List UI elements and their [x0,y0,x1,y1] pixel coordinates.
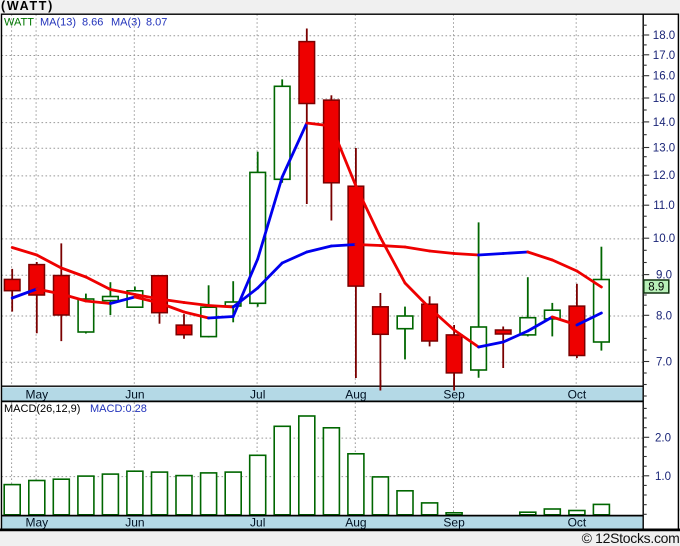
svg-text:Aug: Aug [345,515,366,529]
svg-text:Oct: Oct [568,388,587,402]
svg-text:Jun: Jun [125,388,144,402]
svg-text:13.0: 13.0 [653,143,675,155]
svg-text:May: May [25,515,48,529]
svg-text:2.0: 2.0 [655,432,671,444]
svg-text:14.0: 14.0 [653,117,675,129]
svg-text:11.0: 11.0 [653,200,675,212]
svg-text:Jul: Jul [250,388,265,402]
svg-text:Jun: Jun [125,515,144,529]
svg-text:12.0: 12.0 [653,170,675,182]
svg-text:9.0: 9.0 [656,270,672,282]
svg-text:8.0: 8.0 [656,310,672,322]
svg-text:MACD(26,12,9): MACD(26,12,9) [4,403,80,415]
svg-text:© 12Stocks.com: © 12Stocks.com [582,530,680,546]
svg-text:16.0: 16.0 [653,71,675,83]
svg-text:MA(3): MA(3) [111,16,141,28]
svg-text:8.66: 8.66 [82,16,103,28]
svg-text:MACD:0.28: MACD:0.28 [90,403,147,415]
svg-text:Aug: Aug [345,388,366,402]
svg-text:8.9: 8.9 [648,281,664,293]
svg-text:Sep: Sep [443,388,465,402]
svg-text:Oct: Oct [568,515,587,529]
svg-text:10.0: 10.0 [653,233,675,245]
svg-text:18.0: 18.0 [653,30,675,42]
svg-text:(WATT): (WATT) [1,0,54,13]
svg-text:May: May [25,388,48,402]
svg-text:1.0: 1.0 [655,471,671,483]
svg-text:MA(13): MA(13) [40,16,76,28]
svg-text:WATT: WATT [4,16,34,28]
svg-text:17.0: 17.0 [653,50,675,62]
svg-text:Jul: Jul [250,515,265,529]
svg-text:Sep: Sep [443,515,465,529]
svg-text:7.0: 7.0 [656,357,672,369]
svg-text:8.07: 8.07 [146,16,167,28]
svg-text:15.0: 15.0 [653,93,675,105]
